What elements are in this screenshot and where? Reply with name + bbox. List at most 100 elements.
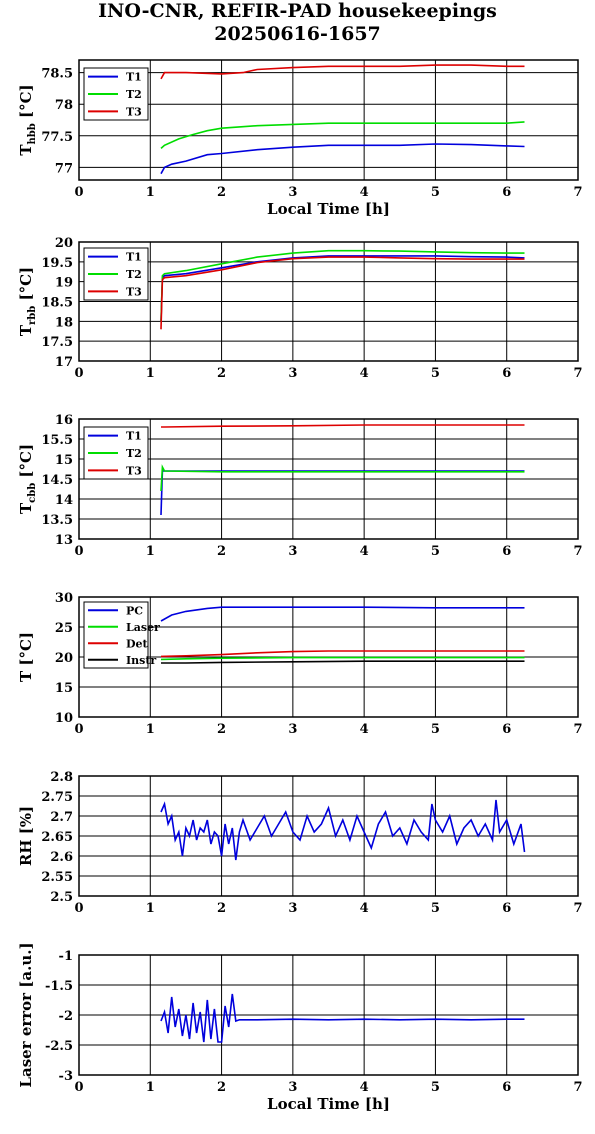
x-tick-label: 4 xyxy=(360,366,369,381)
x-tick-label: 2 xyxy=(217,722,226,737)
legend-label: Instr xyxy=(126,654,156,667)
series-line-1 xyxy=(160,799,526,861)
x-tick-label: 3 xyxy=(288,722,297,737)
legend: T1 T2 T3 xyxy=(83,67,149,121)
x-tick-label: 3 xyxy=(288,901,297,916)
y-tick-label: -2 xyxy=(59,1009,73,1024)
x-axis-label: Local Time [h] xyxy=(267,1095,390,1113)
y-tick-label: -1.5 xyxy=(45,979,73,994)
plot-frame xyxy=(78,241,579,362)
x-tick-label: 7 xyxy=(573,185,582,200)
y-tick-label: 19 xyxy=(55,276,73,291)
x-tick-label: 7 xyxy=(573,366,582,381)
y-tick-label: 77 xyxy=(55,161,73,176)
legend-label: T1 xyxy=(126,430,142,443)
series-line-1 xyxy=(160,993,525,1043)
y-tick-label: 15 xyxy=(55,681,73,696)
chart-title-line-1: INO-CNR, REFIR-PAD housekeepings xyxy=(98,0,497,22)
x-tick-label: 2 xyxy=(217,185,226,200)
x-tick-label: 5 xyxy=(431,366,440,381)
y-tick-label: 13 xyxy=(55,533,73,548)
y-tick-label: 16 xyxy=(55,413,73,428)
y-tick-label: -2.5 xyxy=(45,1039,73,1054)
y-axis-label: RH [%] xyxy=(17,806,35,866)
legend: PC Laser Det Instr xyxy=(83,601,160,669)
x-tick-label: 6 xyxy=(502,901,511,916)
x-tick-label: 2 xyxy=(217,366,226,381)
x-tick-label: 4 xyxy=(360,901,369,916)
y-axis-label: T [°C] xyxy=(17,632,35,682)
x-tick-label: 6 xyxy=(502,544,511,559)
y-axis-label: Trbb [°C] xyxy=(17,267,38,336)
x-tick-label: 1 xyxy=(146,722,155,737)
x-tick-label: 6 xyxy=(502,1080,511,1095)
plot-frame xyxy=(78,596,579,718)
x-tick-label: 7 xyxy=(573,544,582,559)
y-tick-label: 2.8 xyxy=(50,770,73,785)
legend: T1 T2 T3 xyxy=(83,426,149,480)
x-tick-label: 3 xyxy=(288,1080,297,1095)
y-tick-label: 78 xyxy=(55,98,73,113)
y-tick-label: 19.5 xyxy=(41,256,73,271)
x-tick-label: 1 xyxy=(146,544,155,559)
legend-label: T3 xyxy=(126,464,142,477)
y-tick-label: 18 xyxy=(55,315,73,330)
y-tick-label: 2.55 xyxy=(41,870,73,885)
x-tick-label: 3 xyxy=(288,366,297,381)
series-line-t3 xyxy=(160,64,525,80)
x-tick-label: 3 xyxy=(288,185,297,200)
y-tick-label: 2.65 xyxy=(41,830,73,845)
panel-6: 0 1 2 3 4 5 6 7 -3 -2.5 -2 -1.5 -1 Local Time [h] Lase… xyxy=(17,942,583,1113)
series-line-t1 xyxy=(160,143,525,175)
legend: T1 T2 T3 xyxy=(83,247,149,301)
series-line-instr xyxy=(161,660,525,664)
x-tick-label: 2 xyxy=(217,1080,226,1095)
x-tick-label: 2 xyxy=(217,901,226,916)
x-tick-label: 0 xyxy=(74,544,83,559)
series-line-t2 xyxy=(160,464,525,492)
series-line-t3 xyxy=(160,256,525,330)
y-tick-label: 20 xyxy=(55,236,73,251)
x-tick-label: 7 xyxy=(573,901,582,916)
plot-frame xyxy=(78,59,579,181)
x-tick-label: 1 xyxy=(146,901,155,916)
x-tick-label: 6 xyxy=(502,366,511,381)
panel-4: 0 1 2 3 4 5 6 7 10 15 20 25 30 T [°C] PC Laser Det Instr xyxy=(17,591,583,737)
x-tick-label: 0 xyxy=(74,722,83,737)
plot-frame xyxy=(78,775,579,897)
chart-title: INO-CNR, REFIR-PAD housekeepings 2025061… xyxy=(0,0,595,46)
x-tick-label: 1 xyxy=(146,1080,155,1095)
series-line-t1 xyxy=(160,255,525,322)
panel-5: 0 1 2 3 4 5 6 7 2.5 2.55 2.6 2.65 2.7 2.75 2.8 RH [%] xyxy=(17,770,583,916)
y-tick-label: 30 xyxy=(55,591,73,606)
y-tick-label: 20 xyxy=(55,651,73,666)
x-tick-label: 7 xyxy=(573,722,582,737)
y-tick-label: 14 xyxy=(55,493,73,508)
y-tick-label: 13.5 xyxy=(41,513,73,528)
series-line-t2 xyxy=(160,249,525,322)
x-tick-label: 5 xyxy=(431,722,440,737)
legend-label: Laser xyxy=(126,621,160,634)
legend-label: Det xyxy=(126,637,149,650)
series-line-det xyxy=(160,650,525,658)
x-axis-label: Local Time [h] xyxy=(267,200,390,218)
y-tick-label: 15.5 xyxy=(41,433,73,448)
y-tick-label: 17.5 xyxy=(41,335,73,350)
y-tick-label: 2.5 xyxy=(50,890,73,905)
y-tick-label: 15 xyxy=(55,453,73,468)
y-tick-label: -1 xyxy=(59,949,73,964)
legend-label: T2 xyxy=(126,88,142,101)
y-axis-label: Thbb [°C] xyxy=(17,84,38,155)
series-line-t1 xyxy=(160,470,525,516)
y-tick-label: 14.5 xyxy=(41,473,73,488)
series-line-t3 xyxy=(161,424,525,428)
x-tick-label: 5 xyxy=(431,901,440,916)
y-axis-label: Tcbb [°C] xyxy=(17,444,38,514)
y-tick-label: 18.5 xyxy=(41,296,73,311)
x-tick-label: 0 xyxy=(74,1080,83,1095)
x-tick-label: 6 xyxy=(502,722,511,737)
x-tick-label: 4 xyxy=(360,722,369,737)
